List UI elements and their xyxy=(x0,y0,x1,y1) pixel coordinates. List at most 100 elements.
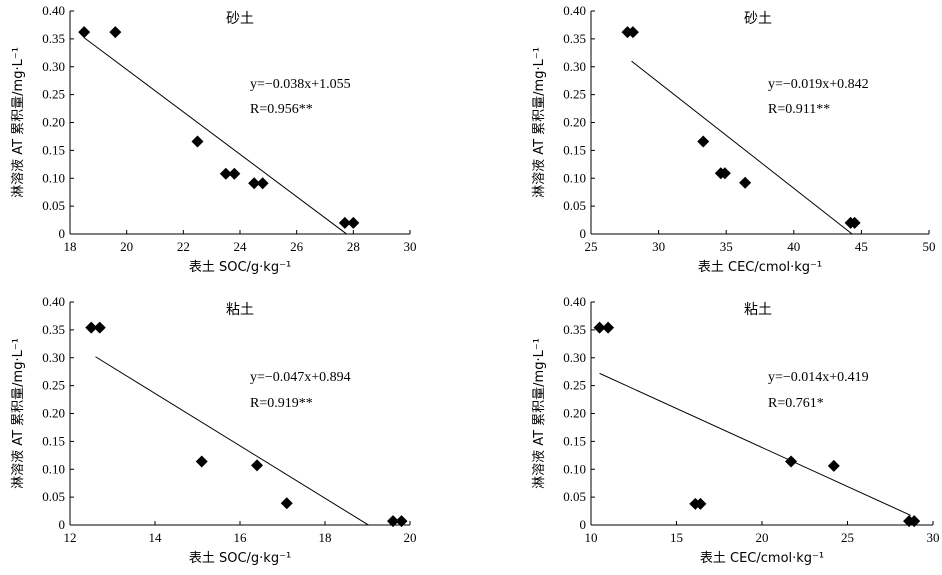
y-tick-label: 0.20 xyxy=(42,406,65,421)
chart-title: 粘土 xyxy=(226,302,254,318)
x-tick-label: 12 xyxy=(64,530,77,545)
data-point xyxy=(280,497,293,510)
x-tick-label: 18 xyxy=(319,530,332,545)
data-point xyxy=(694,497,707,510)
data-point xyxy=(697,135,710,148)
y-tick-label: 0 xyxy=(580,517,587,532)
y-tick-label: 0.10 xyxy=(42,170,65,185)
chart-panel-1: 0 0.05 0.10 0.15 0.20 0.25 0.30 0.35 0.40 18 20 22 2… xyxy=(11,3,417,275)
chart-panel-4: 0 0.05 0.10 0.15 0.20 0.25 0.30 0.35 0.40 10 15 20 2… xyxy=(532,294,940,566)
regression-line xyxy=(83,37,347,235)
x-tick-label: 15 xyxy=(670,530,683,545)
x-axis-label: 表土 CEC/cmol·kg⁻¹ xyxy=(700,551,824,566)
data-point xyxy=(251,459,263,472)
data-point xyxy=(219,167,232,180)
regression-line xyxy=(599,372,911,516)
x-tick-label: 20 xyxy=(120,239,133,254)
x-tick-label: 50 xyxy=(923,239,936,254)
y-tick-label: 0.25 xyxy=(563,378,586,393)
y-tick-label: 0.10 xyxy=(563,461,586,476)
data-point xyxy=(338,216,351,229)
y-tick-label: 0.35 xyxy=(42,31,65,46)
correlation-coefficient: R=0.956** xyxy=(250,102,313,117)
y-tick-label: 0.35 xyxy=(563,322,586,337)
y-tick-label: 0.05 xyxy=(563,489,586,504)
x-tick-label: 25 xyxy=(841,530,854,545)
y-tick-label: 0.15 xyxy=(42,433,65,448)
regression-equation: y=−0.014x+0.419 xyxy=(768,370,869,385)
chart-panel-3: 0 0.05 0.10 0.15 0.20 0.25 0.30 0.35 0.40 12 14 16 1… xyxy=(11,294,417,566)
regression-equation: y=−0.019x+0.842 xyxy=(768,77,869,92)
x-tick-label: 40 xyxy=(787,239,800,254)
data-point xyxy=(85,321,98,334)
y-axis-label: 淋溶液 AT 累积量/mg·L⁻¹ xyxy=(532,47,547,198)
chart-panel-2: 0 0.05 0.10 0.15 0.20 0.25 0.30 0.35 0.40 25 30 35 4… xyxy=(532,3,936,275)
x-tick-label: 14 xyxy=(149,530,163,545)
y-tick-label: 0 xyxy=(59,226,66,241)
data-point xyxy=(256,177,269,190)
x-tick-label: 18 xyxy=(64,239,77,254)
data-point xyxy=(848,216,861,229)
correlation-coefficient: R=0.911** xyxy=(768,102,830,117)
x-tick-label: 22 xyxy=(177,239,190,254)
data-point xyxy=(93,321,106,334)
y-axis-label: 淋溶液 AT 累积量/mg·L⁻¹ xyxy=(11,338,26,489)
data-point xyxy=(248,177,261,190)
y-tick-label: 0.40 xyxy=(563,3,586,18)
data-point xyxy=(785,455,798,468)
y-tick-label: 0.40 xyxy=(42,294,65,309)
y-tick-label: 0.05 xyxy=(42,198,65,213)
x-tick-label: 10 xyxy=(585,530,598,545)
data-point xyxy=(228,167,241,180)
y-tick-label: 0 xyxy=(59,517,66,532)
data-point xyxy=(626,26,639,39)
data-point xyxy=(195,455,208,468)
chart-title: 粘土 xyxy=(744,302,772,318)
y-tick-label: 0.30 xyxy=(42,59,65,74)
y-tick-label: 0.25 xyxy=(42,378,65,393)
x-axis-label: 表土 CEC/cmol·kg⁻¹ xyxy=(698,260,822,275)
y-axis-label: 淋溶液 AT 累积量/mg·L⁻¹ xyxy=(532,338,547,489)
data-point xyxy=(593,321,606,334)
y-tick-label: 0.25 xyxy=(563,87,586,102)
y-tick-label: 0.20 xyxy=(563,115,586,130)
regression-equation: y=−0.038x+1.055 xyxy=(250,77,351,92)
y-tick-label: 0.35 xyxy=(563,31,586,46)
data-point xyxy=(718,167,731,180)
y-axis-label: 淋溶液 AT 累积量/mg·L⁻¹ xyxy=(11,47,26,198)
data-point xyxy=(347,216,360,229)
x-tick-label: 20 xyxy=(404,530,417,545)
x-tick-label: 28 xyxy=(347,239,360,254)
regression-line xyxy=(95,356,369,526)
y-tick-label: 0.40 xyxy=(563,294,586,309)
chart-title: 砂土 xyxy=(226,11,254,27)
y-tick-label: 0.15 xyxy=(42,142,65,157)
data-point xyxy=(78,26,91,39)
y-tick-label: 0.15 xyxy=(563,433,586,448)
x-tick-label: 30 xyxy=(404,239,417,254)
y-tick-label: 0.30 xyxy=(563,350,586,365)
data-point xyxy=(109,26,122,39)
x-tick-label: 35 xyxy=(720,239,733,254)
y-tick-label: 0.10 xyxy=(563,170,586,185)
y-tick-label: 0.25 xyxy=(42,87,65,102)
x-tick-label: 26 xyxy=(290,239,304,254)
x-axis-label: 表土 SOC/g·kg⁻¹ xyxy=(189,260,291,275)
regression-equation: y=−0.047x+0.894 xyxy=(250,370,351,385)
x-tick-label: 30 xyxy=(927,530,940,545)
data-point xyxy=(739,176,752,189)
x-tick-label: 45 xyxy=(855,239,868,254)
y-tick-label: 0.15 xyxy=(563,142,586,157)
data-point xyxy=(387,515,399,528)
data-point xyxy=(395,515,408,528)
y-tick-label: 0.20 xyxy=(42,115,65,130)
y-tick-label: 0.35 xyxy=(42,322,65,337)
chart-title: 砂土 xyxy=(744,11,772,27)
y-tick-label: 0.30 xyxy=(563,59,586,74)
correlation-coefficient: R=0.761* xyxy=(768,396,824,411)
data-point xyxy=(908,515,921,528)
y-tick-label: 0 xyxy=(580,226,587,241)
data-point xyxy=(602,321,615,334)
y-tick-label: 0.10 xyxy=(42,461,65,476)
